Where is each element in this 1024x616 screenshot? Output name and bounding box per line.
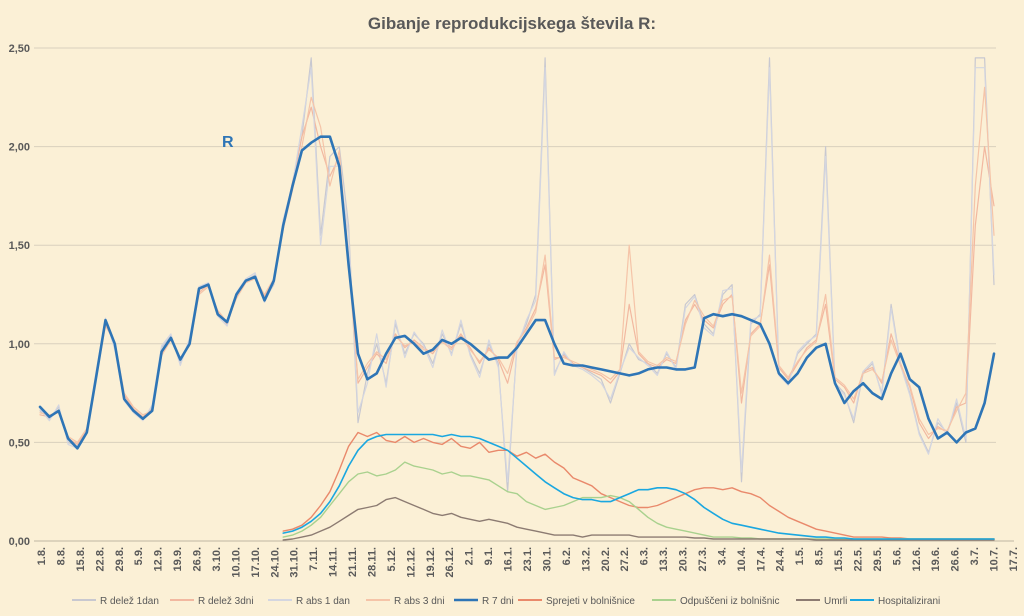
x-tick-label: 6.3.	[639, 547, 651, 565]
series-line-r-abs-3-dni	[39, 86, 995, 443]
x-tick-label: 28.11.	[366, 547, 378, 577]
x-tick-label: 14.11.	[328, 547, 340, 577]
x-tick-label: 7.11.	[308, 547, 320, 571]
x-tick-label: 31.10.	[289, 547, 301, 578]
x-tick-label: 5.12.	[386, 547, 398, 571]
x-tick-label: 19.9.	[172, 547, 184, 571]
x-tick-label: 1.8.	[36, 547, 48, 565]
series-line-umrli	[282, 496, 995, 541]
legend-label: R abs 3 dni	[394, 596, 445, 607]
series-line-sprejeti-v-bolnišnice	[282, 431, 995, 540]
x-tick-label: 6.2.	[561, 547, 573, 565]
series-line-r-7-dni	[38, 135, 996, 450]
x-tick-label: 22.8.	[94, 547, 106, 571]
y-tick-label: 0,50	[9, 437, 30, 449]
x-tick-label: 24.10.	[269, 547, 281, 578]
legend-label: Umrli	[824, 596, 847, 607]
x-tick-label: 8.5.	[814, 547, 826, 565]
x-tick-label: 5.9.	[133, 547, 145, 565]
legend-label: Hospitalizirani	[878, 596, 940, 607]
x-tick-label: 16.1.	[503, 547, 515, 571]
x-tick-label: 26.6.	[950, 547, 962, 571]
x-tick-label: 27.3.	[697, 547, 709, 571]
x-tick-label: 27.2.	[619, 547, 631, 571]
y-tick-label: 1,00	[9, 339, 30, 351]
annotation-r: R	[222, 134, 234, 151]
x-tick-label: 2.1.	[464, 547, 476, 565]
series-line-odpuščeni-iz-bolnišnic	[282, 461, 995, 540]
x-tick-label: 22.5.	[852, 547, 864, 571]
x-tick-label: 10.10.	[230, 547, 242, 578]
x-tick-label: 10.4.	[736, 547, 748, 571]
x-tick-label: 12.12.	[405, 547, 417, 578]
x-tick-label: 3.4.	[716, 547, 728, 565]
x-tick-label: 1.5.	[794, 547, 806, 565]
legend-label: R 7 dni	[482, 596, 514, 607]
x-tick-label: 3.10.	[211, 547, 223, 571]
legend-label: Odpuščeni iz bolnišnic	[680, 596, 780, 607]
x-tick-label: 21.11.	[347, 547, 359, 577]
x-tick-label: 8.8.	[55, 547, 67, 565]
y-tick-label: 0,00	[9, 536, 30, 548]
x-tick-label: 17.4.	[755, 547, 767, 571]
legend-label: R delež 1dan	[100, 596, 159, 607]
y-tick-label: 1,50	[9, 240, 30, 252]
legend-label: R abs 1 dan	[296, 596, 350, 607]
x-tick-label: 9.1.	[483, 547, 495, 565]
y-tick-label: 2,50	[9, 43, 30, 55]
x-tick-label: 12.9.	[153, 547, 165, 571]
series-line-r-delež-1dan	[39, 57, 995, 493]
x-tick-label: 17.10.	[250, 547, 262, 578]
x-tick-label: 12.6.	[911, 547, 923, 571]
x-tick-label: 19.6.	[930, 547, 942, 571]
chart-title: Gibanje reprodukcijskega števila R:	[368, 14, 656, 33]
x-tick-label: 20.2.	[600, 547, 612, 571]
x-tick-label: 26.12.	[444, 547, 456, 578]
x-tick-label: 29.8.	[114, 547, 126, 571]
x-tick-label: 23.1.	[522, 547, 534, 571]
x-tick-label: 30.1.	[541, 547, 553, 571]
series-line-r-abs-1-dan	[39, 67, 995, 483]
x-tick-label: 10.7.	[989, 547, 1001, 571]
x-tick-label: 13.3.	[658, 547, 670, 571]
series-line-hospitalizirani	[282, 433, 995, 540]
x-tick-label: 3.7.	[969, 547, 981, 565]
x-tick-label: 19.12.	[425, 547, 437, 578]
x-tick-label: 24.4.	[775, 547, 787, 571]
x-tick-label: 5.6.	[891, 547, 903, 565]
legend-label: Sprejeti v bolnišnice	[546, 596, 635, 607]
x-tick-label: 29.5.	[872, 547, 884, 571]
y-tick-label: 2,00	[9, 142, 30, 154]
x-tick-label: 17.7.	[1008, 547, 1020, 571]
legend-label: R delež 3dni	[198, 596, 254, 607]
x-tick-label: 26.9.	[192, 547, 204, 571]
x-tick-label: 20.3.	[678, 547, 690, 571]
x-tick-label: 15.8.	[75, 547, 87, 571]
x-tick-label: 15.5.	[833, 547, 845, 571]
x-tick-label: 13.2.	[580, 547, 592, 571]
